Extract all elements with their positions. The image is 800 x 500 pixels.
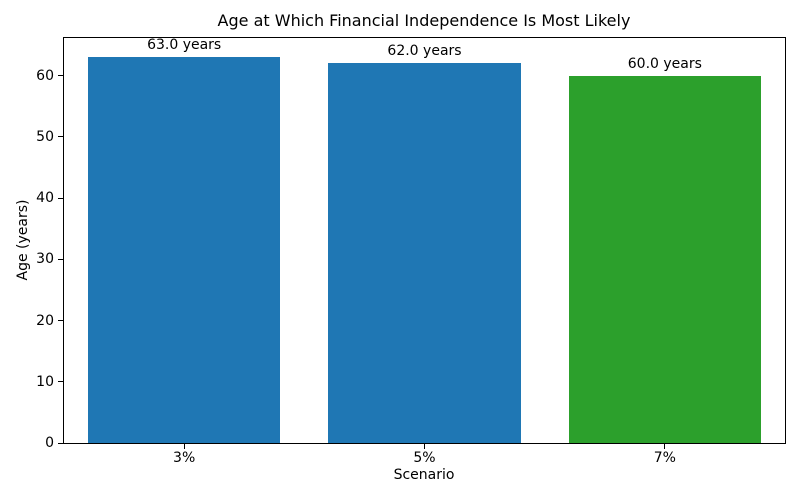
- y-tick-label: 0: [45, 435, 54, 451]
- x-tick-label: 5%: [413, 450, 436, 466]
- y-tick-label: 60: [36, 67, 54, 84]
- y-tick-label: 40: [36, 190, 54, 207]
- x-tick-label: 3%: [173, 450, 196, 466]
- chart-title: Age at Which Financial Independence Is M…: [217, 11, 631, 30]
- bar-7%: [568, 75, 761, 443]
- y-tick-label: 50: [36, 128, 54, 145]
- x-tick: [664, 444, 666, 449]
- y-tick: [58, 258, 63, 260]
- bar-value-label: 60.0 years: [627, 55, 702, 72]
- bar-value-label: 63.0 years: [147, 37, 222, 54]
- y-tick: [58, 197, 63, 199]
- bar-value-label: 62.0 years: [387, 43, 462, 60]
- bar-5%: [328, 63, 521, 443]
- y-axis-label: Age (years): [15, 199, 31, 281]
- x-tick: [183, 444, 185, 449]
- y-tick-label: 20: [36, 312, 54, 329]
- x-axis-label: Scenario: [393, 467, 455, 483]
- y-tick: [58, 75, 63, 77]
- y-tick: [58, 320, 63, 322]
- x-tick: [424, 444, 425, 449]
- plot-inner: 63.0 years 3% 62.0 years 5% 60.0 years 7% 0 10 2…: [36, 37, 785, 466]
- y-tick: [58, 442, 63, 444]
- y-tick-label: 30: [36, 251, 54, 268]
- x-tick-label: 7%: [653, 450, 676, 466]
- bar-3%: [88, 57, 281, 443]
- plot-area: 63.0 years 3% 62.0 years 5% 60.0 years 7% 0 10 2…: [36, 37, 786, 466]
- y-tick-label: 10: [36, 373, 54, 390]
- y-tick: [58, 381, 63, 383]
- y-tick: [58, 136, 63, 138]
